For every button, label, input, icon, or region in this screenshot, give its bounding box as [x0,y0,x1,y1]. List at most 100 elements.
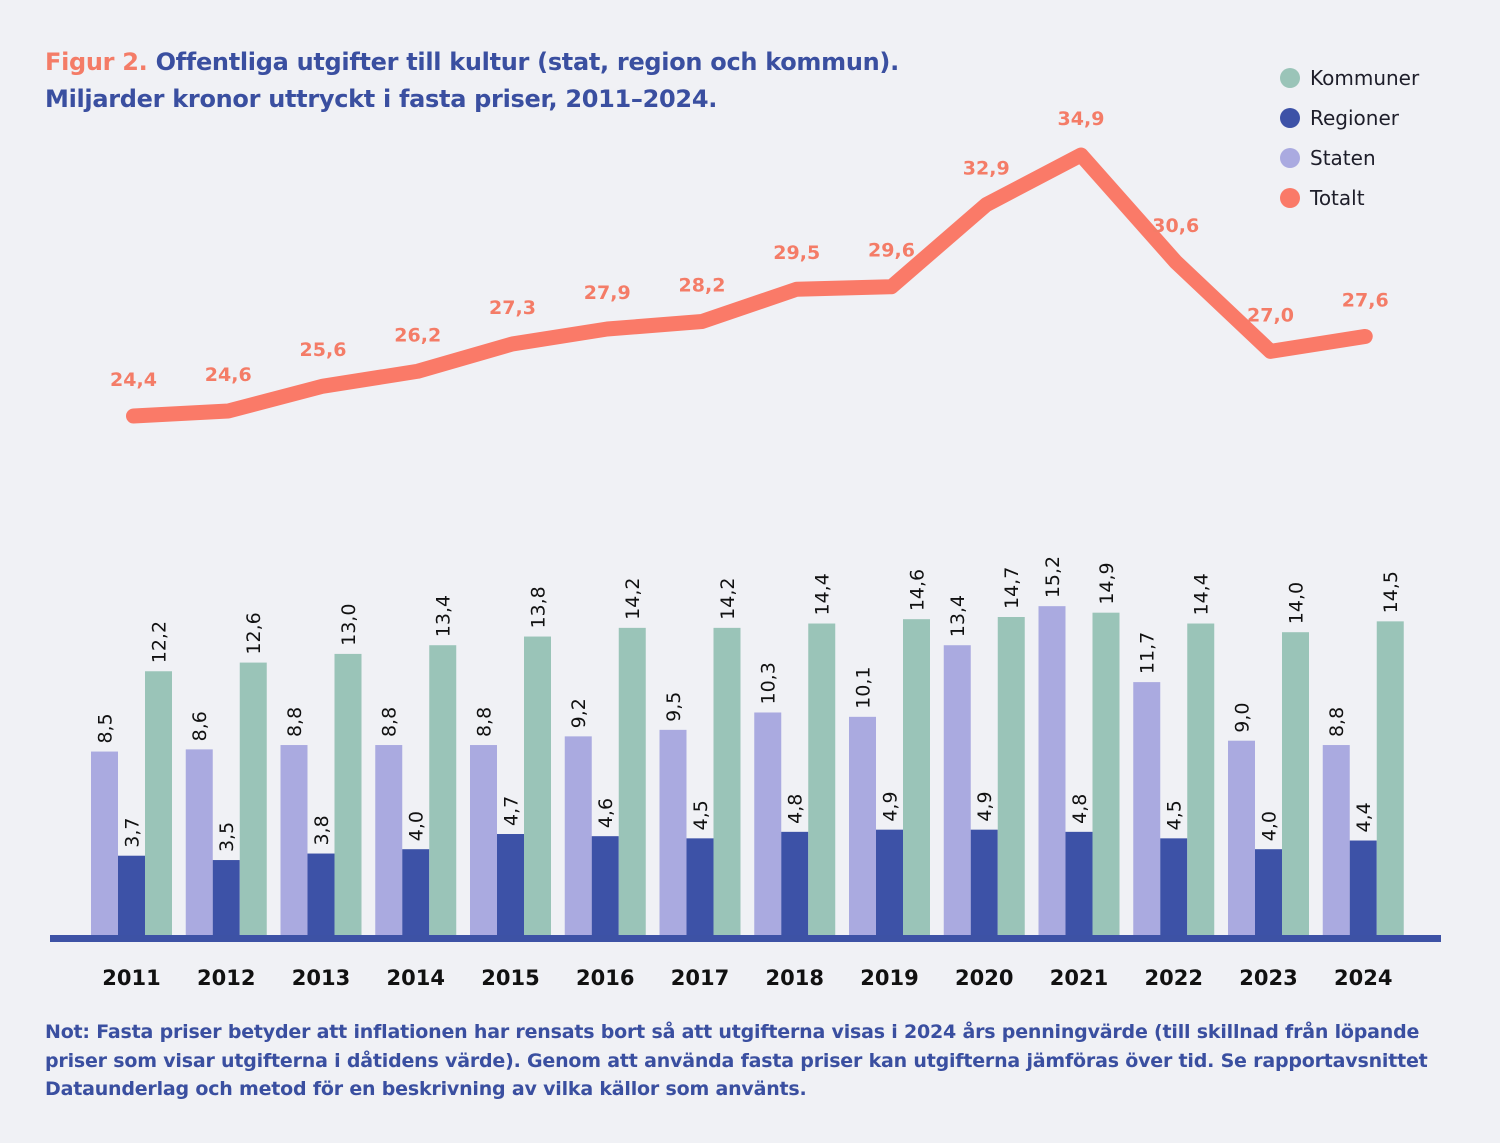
bar-staten-2012 [185,749,213,936]
bar-label-staten-2022: 11,7 [1137,632,1159,674]
x-tick-label: 2024 [1334,966,1392,990]
bar-label-regioner-2016: 4,6 [595,798,617,828]
title-line1: Offentliga utgifter till kultur (stat, r… [155,48,900,76]
bar-kommuner-2022 [1187,623,1215,936]
bar-label-kommuner-2020: 14,7 [1001,567,1023,609]
bar-label-staten-2018: 10,3 [758,662,780,704]
bar-label-regioner-2021: 4,8 [1069,794,1091,824]
line-label-totalt-2012: 24,6 [205,364,252,386]
line-label-totalt-2018: 29,5 [773,242,820,264]
legend-swatch [1280,68,1300,88]
bar-label-regioner-2015: 4,7 [501,796,523,826]
bar-label-staten-2017: 9,5 [663,692,685,722]
bar-label-regioner-2018: 4,8 [785,794,807,824]
bar-kommuner-2021 [1092,612,1120,936]
line-label-totalt-2013: 25,6 [300,339,347,361]
x-tick-label: 2015 [481,966,539,990]
legend-label: Totalt [1310,186,1365,210]
line-label-totalt-2016: 27,9 [584,282,631,304]
bar-label-staten-2019: 10,1 [853,667,875,709]
note-line: Dataunderlag och metod för en beskrivnin… [45,1078,807,1100]
legend-item-kommuner: Kommuner [1280,58,1419,98]
bar-label-kommuner-2012: 12,6 [243,612,265,654]
bar-staten-2018 [754,712,782,936]
line-label-totalt-2024: 27,6 [1342,289,1389,311]
bar-label-staten-2024: 8,8 [1326,707,1348,737]
x-tick-label: 2011 [102,966,160,990]
bar-kommuner-2014 [429,645,457,936]
bar-regioner-2017 [686,838,714,936]
bar-staten-2020 [943,645,971,936]
legend-item-totalt: Totalt [1280,178,1419,218]
line-label-totalt-2014: 26,2 [394,324,441,346]
bar-label-staten-2016: 9,2 [568,698,590,728]
bar-staten-2016 [564,736,592,936]
chart-title: Figur 2. Offentliga utgifter till kultur… [45,44,899,118]
bar-label-staten-2015: 8,8 [474,707,496,737]
x-tick-label: 2017 [671,966,729,990]
bar-regioner-2011 [118,855,145,936]
line-label-totalt-2021: 34,9 [1058,108,1105,130]
bar-staten-2024 [1322,745,1350,936]
bar-label-kommuner-2022: 14,4 [1191,573,1213,615]
bar-regioner-2020 [970,829,998,936]
line-label-totalt-2020: 32,9 [963,158,1010,180]
x-tick-label: 2012 [197,966,255,990]
title-line2: Miljarder kronor uttryckt i fasta priser… [45,85,718,113]
x-tick-label: 2014 [387,966,445,990]
bar-staten-2011 [91,751,118,936]
bar-label-regioner-2023: 4,0 [1259,811,1281,841]
x-tick-label: 2022 [1145,966,1203,990]
legend-item-regioner: Regioner [1280,98,1419,138]
x-tick-label: 2020 [955,966,1013,990]
figure-number: Figur 2. [45,48,148,76]
bar-label-staten-2011: 8,5 [95,713,117,743]
bar-regioner-2019 [876,829,903,936]
bar-regioner-2015 [497,834,524,936]
bar-regioner-2014 [402,849,430,936]
legend-swatch [1280,188,1300,208]
bar-label-regioner-2012: 3,5 [216,822,238,852]
bar-kommuner-2018 [808,623,836,936]
bar-label-regioner-2020: 4,9 [974,791,996,821]
line-label-totalt-2011: 24,4 [110,369,157,391]
bar-regioner-2018 [781,831,809,936]
bar-label-staten-2020: 13,4 [947,595,969,637]
line-label-totalt-2023: 27,0 [1247,304,1294,326]
bar-staten-2019 [849,716,876,936]
bar-regioner-2013 [307,853,335,936]
footnote: Not: Fasta priser betyder att inflatione… [45,1018,1428,1104]
bar-staten-2021 [1038,606,1066,936]
legend-item-staten: Staten [1280,138,1419,178]
note-line: priser som visar utgifterna i dåtidens v… [45,1049,1428,1072]
x-tick-label: 2018 [766,966,824,990]
bar-label-staten-2013: 8,8 [284,707,306,737]
bar-regioner-2012 [212,860,240,936]
note-line: Not: Fasta priser betyder att inflatione… [45,1021,1420,1043]
bar-label-staten-2023: 9,0 [1232,702,1254,732]
bar-label-kommuner-2023: 14,0 [1286,582,1308,624]
x-tick-label: 2016 [576,966,634,990]
bar-label-kommuner-2024: 14,5 [1380,571,1402,613]
bar-label-regioner-2024: 4,4 [1353,802,1375,832]
bar-label-kommuner-2011: 12,2 [149,621,171,663]
bar-label-kommuner-2018: 14,4 [812,573,834,615]
bar-label-kommuner-2017: 14,2 [717,578,739,620]
bar-regioner-2022 [1160,838,1188,936]
line-totalt [126,147,1373,424]
legend-swatch [1280,148,1300,168]
x-axis-line [50,935,1441,942]
bar-kommuner-2011 [145,671,172,936]
bar-label-regioner-2019: 4,9 [880,791,902,821]
line-label-totalt-2017: 28,2 [679,275,726,297]
x-tick-label: 2013 [292,966,350,990]
legend-label: Staten [1310,146,1376,170]
bar-label-staten-2012: 8,6 [189,711,211,741]
bar-staten-2023 [1228,740,1255,936]
bar-label-regioner-2022: 4,5 [1164,800,1186,830]
bar-staten-2013 [280,745,308,936]
bar-label-regioner-2013: 3,8 [311,815,333,845]
bar-label-staten-2014: 8,8 [379,707,401,737]
bar-label-regioner-2017: 4,5 [690,800,712,830]
x-tick-label: 2019 [860,966,918,990]
